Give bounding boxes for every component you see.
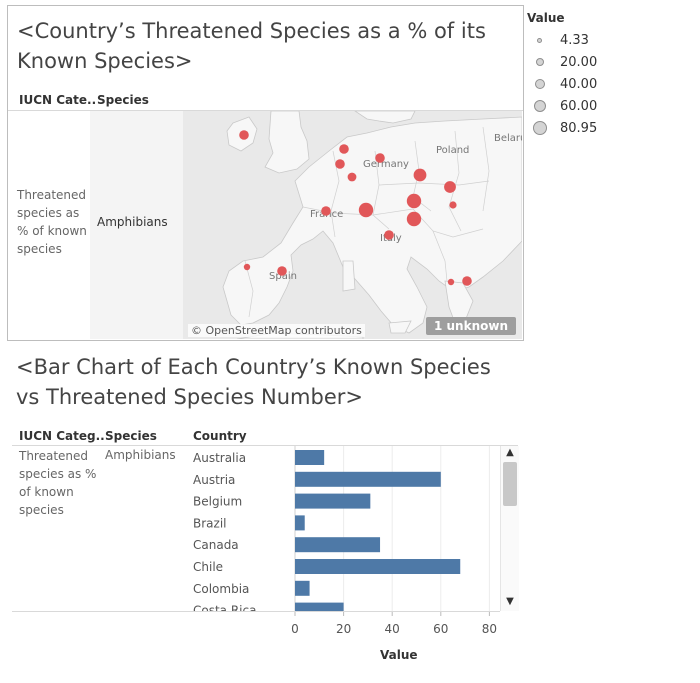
- bar-header-category[interactable]: IUCN Categ..: [19, 429, 105, 443]
- bar[interactable]: [295, 493, 371, 509]
- header-divider: [8, 110, 523, 111]
- map-marker[interactable]: [413, 168, 427, 182]
- map-label-spain: Spain: [269, 271, 297, 282]
- country-label: Australia: [193, 451, 246, 465]
- map-marker[interactable]: [406, 193, 422, 209]
- map-marker[interactable]: [462, 276, 472, 286]
- land-sardinia: [342, 260, 356, 292]
- bar[interactable]: [295, 580, 310, 596]
- map-marker[interactable]: [375, 153, 385, 163]
- bar-chart-body[interactable]: Australia Austria Belgium Brazil Canada Chile…: [12, 446, 500, 611]
- bar[interactable]: [295, 471, 441, 487]
- vertical-scrollbar[interactable]: ▲ ▼: [500, 446, 519, 611]
- bar[interactable]: [295, 450, 325, 465]
- country-label: Costa Rica: [193, 604, 256, 611]
- map-panel: <Country’s Threatened Species as a % of …: [7, 5, 524, 341]
- map-marker[interactable]: [444, 181, 456, 193]
- country-label: Austria: [193, 473, 235, 487]
- map-marker[interactable]: [243, 263, 251, 271]
- land-masses: [222, 111, 522, 339]
- map-marker[interactable]: [358, 202, 374, 218]
- country-label: Belgium: [193, 495, 242, 509]
- legend-label: 40.00: [560, 77, 598, 92]
- legend-dot: [537, 38, 542, 43]
- legend-dot: [533, 121, 547, 135]
- unknown-badge[interactable]: 1 unknown: [425, 317, 516, 335]
- country-label: Brazil: [193, 516, 227, 530]
- bar[interactable]: [295, 602, 344, 611]
- bar-species-cell: Amphibians: [105, 448, 176, 462]
- legend-title: Value: [527, 11, 565, 25]
- map-marker[interactable]: [239, 130, 249, 140]
- x-tick-label: 40: [385, 622, 400, 636]
- legend-label: 20.00: [560, 55, 598, 70]
- map-marker[interactable]: [277, 266, 287, 276]
- map-species-cell: Amphibians: [97, 215, 168, 229]
- legend-label: 80.95: [560, 121, 598, 136]
- map-header-category[interactable]: IUCN Cate..: [19, 93, 97, 107]
- europe-map[interactable]: Germany France Italy Spain Poland Belaru…: [183, 111, 522, 339]
- x-axis-title: Value: [380, 648, 418, 662]
- bar[interactable]: [295, 515, 305, 531]
- map-header-species[interactable]: Species: [97, 93, 149, 107]
- map-marker[interactable]: [447, 278, 455, 286]
- x-axis: 0 20 40 60 80: [291, 612, 497, 636]
- map-marker[interactable]: [347, 172, 357, 182]
- osm-credit[interactable]: © OpenStreetMap contributors: [188, 324, 365, 337]
- country-label: Canada: [193, 538, 239, 552]
- map-marker[interactable]: [335, 159, 345, 169]
- map-markers[interactable]: [239, 130, 472, 286]
- bar-chart-canvas[interactable]: Australia Austria Belgium Brazil Canada Chile…: [12, 446, 500, 611]
- legend-dot: [535, 79, 545, 89]
- land-sicily: [388, 320, 412, 334]
- map-marker[interactable]: [321, 206, 331, 216]
- x-tick-label: 60: [433, 622, 448, 636]
- map-species-band: [90, 111, 183, 339]
- legend-dot: [536, 58, 544, 66]
- scroll-down-icon[interactable]: ▼: [506, 596, 514, 607]
- bar[interactable]: [295, 559, 461, 574]
- map-label-poland: Poland: [436, 145, 469, 156]
- bar-header-species[interactable]: Species: [105, 429, 157, 443]
- land-continent: [222, 116, 522, 334]
- bar-bottom-divider: [12, 611, 500, 612]
- x-tick-label: 20: [336, 622, 351, 636]
- map-marker[interactable]: [339, 144, 349, 154]
- bar-chart-title: <Bar Chart of Each Country’s Known Speci…: [16, 355, 491, 409]
- map-marker[interactable]: [449, 201, 457, 209]
- map-label-germany: Germany: [363, 159, 409, 170]
- x-tick-label: 80: [482, 622, 497, 636]
- scroll-up-icon[interactable]: ▲: [506, 447, 514, 458]
- legend-dot: [534, 100, 546, 112]
- bar-header-country[interactable]: Country: [193, 429, 247, 443]
- country-label: Colombia: [193, 582, 249, 596]
- legend-label: 60.00: [560, 99, 598, 114]
- land-britain: [264, 111, 310, 174]
- x-tick-label: 0: [291, 622, 299, 636]
- country-label: Chile: [193, 560, 223, 574]
- header-divider: [12, 445, 518, 446]
- bar[interactable]: [295, 537, 381, 553]
- land-scandinavia: [354, 111, 416, 124]
- map-title: <Country’s Threatened Species as a % of …: [17, 19, 486, 73]
- map-canvas[interactable]: Germany France Italy Spain Poland Belaru: [183, 111, 522, 339]
- map-marker[interactable]: [406, 211, 422, 227]
- map-category-cell: Threatened species as % of known species: [17, 188, 87, 256]
- scroll-thumb[interactable]: [503, 462, 517, 506]
- map-label-belarus: Belaru: [494, 133, 522, 144]
- legend-label: 4.33: [560, 33, 589, 48]
- bar-category-cell: Threatened species as % of known species: [19, 449, 97, 517]
- map-marker[interactable]: [384, 230, 394, 240]
